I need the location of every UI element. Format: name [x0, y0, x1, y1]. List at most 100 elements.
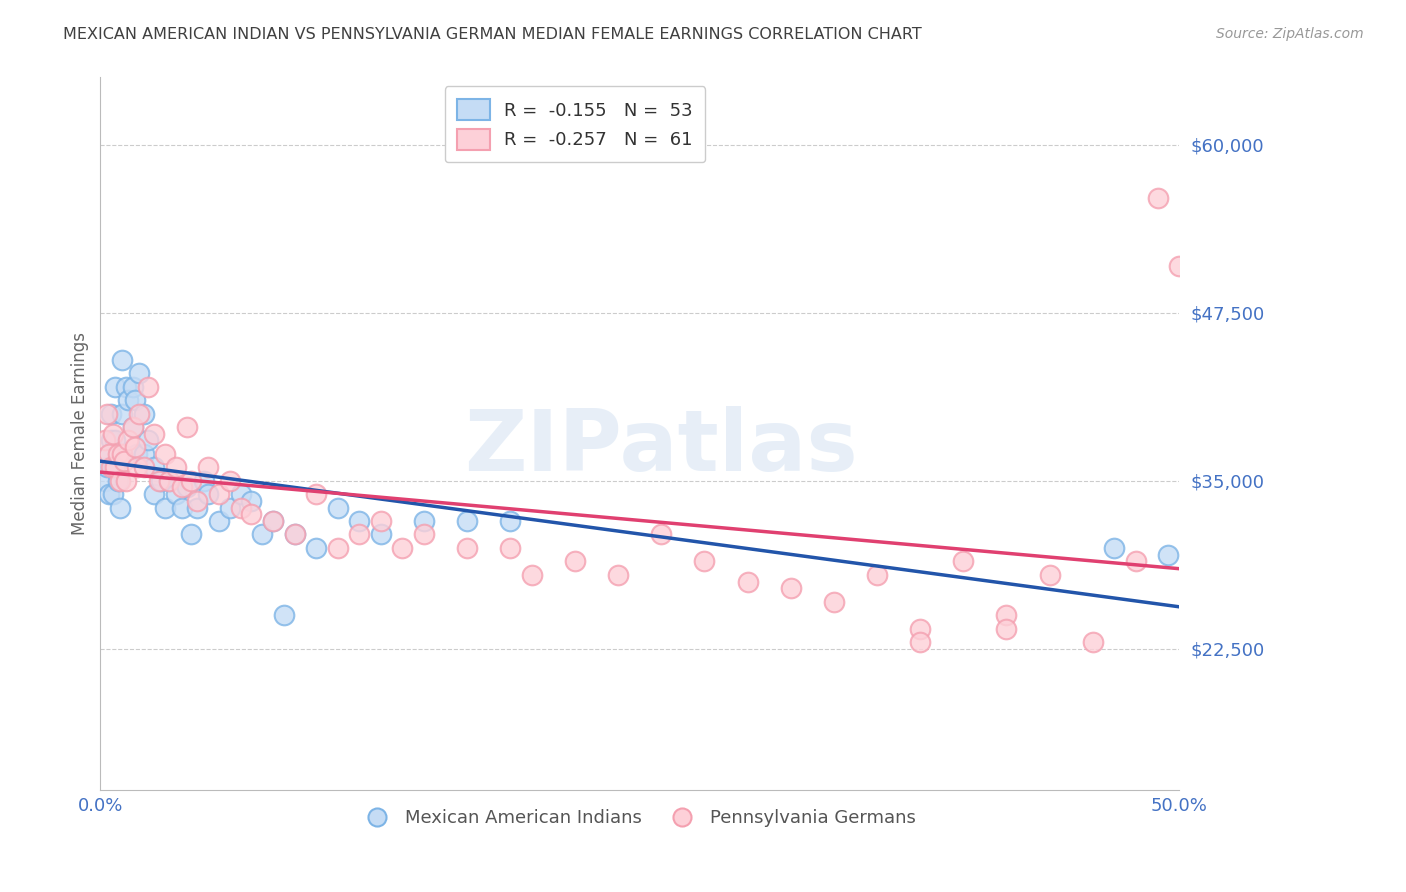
Point — [197, 460, 219, 475]
Point — [180, 527, 202, 541]
Point — [125, 447, 148, 461]
Text: MEXICAN AMERICAN INDIAN VS PENNSYLVANIA GERMAN MEDIAN FEMALE EARNINGS CORRELATIO: MEXICAN AMERICAN INDIAN VS PENNSYLVANIA … — [63, 27, 922, 42]
Point — [305, 541, 328, 555]
Point — [208, 487, 231, 501]
Point — [305, 487, 328, 501]
Point — [96, 460, 118, 475]
Point — [866, 567, 889, 582]
Point — [349, 527, 371, 541]
Legend: Mexican American Indians, Pennsylvania Germans: Mexican American Indians, Pennsylvania G… — [356, 802, 924, 834]
Point — [96, 407, 118, 421]
Point — [273, 608, 295, 623]
Point — [229, 500, 252, 515]
Point — [98, 447, 121, 461]
Point — [456, 541, 478, 555]
Point — [218, 500, 240, 515]
Point — [121, 420, 143, 434]
Point — [115, 379, 138, 393]
Point — [262, 514, 284, 528]
Point — [111, 352, 134, 367]
Point — [125, 460, 148, 475]
Point — [779, 581, 801, 595]
Point — [326, 541, 349, 555]
Point — [104, 434, 127, 448]
Point — [262, 514, 284, 528]
Point — [823, 595, 845, 609]
Point — [1146, 191, 1168, 205]
Point — [117, 434, 139, 448]
Point — [240, 494, 263, 508]
Point — [148, 474, 170, 488]
Point — [370, 514, 392, 528]
Point — [108, 474, 131, 488]
Point — [240, 508, 263, 522]
Point — [111, 407, 134, 421]
Point — [121, 420, 143, 434]
Point — [121, 379, 143, 393]
Point — [107, 447, 129, 461]
Point — [456, 514, 478, 528]
Point — [93, 434, 115, 448]
Point — [499, 514, 522, 528]
Point — [952, 554, 974, 568]
Point — [136, 379, 159, 393]
Point — [157, 474, 180, 488]
Point — [136, 434, 159, 448]
Point — [165, 460, 187, 475]
Point — [607, 567, 630, 582]
Point — [100, 407, 122, 421]
Point — [111, 447, 134, 461]
Point — [117, 393, 139, 408]
Point — [1104, 541, 1126, 555]
Point — [413, 527, 436, 541]
Point — [153, 447, 176, 461]
Point — [650, 527, 672, 541]
Point — [370, 527, 392, 541]
Point — [104, 460, 127, 475]
Point — [143, 426, 166, 441]
Point — [100, 434, 122, 448]
Point — [128, 407, 150, 421]
Point — [180, 474, 202, 488]
Y-axis label: Median Female Earnings: Median Female Earnings — [72, 332, 89, 535]
Point — [172, 500, 194, 515]
Point — [197, 487, 219, 501]
Point — [218, 474, 240, 488]
Point — [908, 622, 931, 636]
Point — [112, 453, 135, 467]
Point — [132, 407, 155, 421]
Point — [693, 554, 716, 568]
Point — [132, 447, 155, 461]
Point — [1157, 548, 1180, 562]
Point — [149, 474, 172, 488]
Text: ZIPatlas: ZIPatlas — [464, 407, 858, 490]
Text: Source: ZipAtlas.com: Source: ZipAtlas.com — [1216, 27, 1364, 41]
Point — [115, 474, 138, 488]
Point — [520, 567, 543, 582]
Point — [104, 379, 127, 393]
Point — [1168, 259, 1191, 273]
Point — [326, 500, 349, 515]
Point — [349, 514, 371, 528]
Point — [153, 500, 176, 515]
Point — [186, 500, 208, 515]
Point — [103, 426, 125, 441]
Point — [143, 460, 166, 475]
Point — [186, 494, 208, 508]
Point — [103, 460, 125, 475]
Point — [995, 622, 1018, 636]
Point — [124, 393, 146, 408]
Point — [98, 487, 121, 501]
Point — [143, 487, 166, 501]
Point — [124, 440, 146, 454]
Point — [128, 366, 150, 380]
Point — [564, 554, 586, 568]
Point — [1039, 567, 1062, 582]
Point — [98, 447, 121, 461]
Point — [737, 574, 759, 589]
Point — [1125, 554, 1147, 568]
Point — [172, 480, 194, 494]
Point — [176, 480, 198, 494]
Point — [391, 541, 413, 555]
Point — [283, 527, 305, 541]
